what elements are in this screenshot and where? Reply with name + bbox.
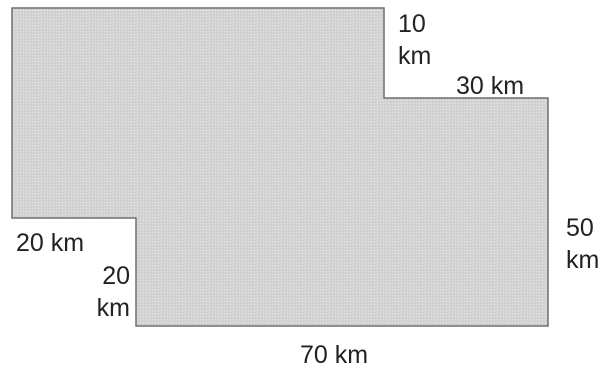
label-top-notch-height-value: 10 [398,10,426,38]
label-bottom-side: 70 km [300,341,369,369]
label-bottom-notch-height-unit: km [96,294,130,322]
label-top-notch-height-unit: km [398,42,432,70]
label-bottom-notch-width: 20 km [16,229,85,257]
label-right-side-unit: km [566,246,600,274]
label-top-notch-width: 30 km [456,72,525,100]
label-right-side: 50 km [566,212,599,276]
label-top-notch-height: 10 km [398,8,431,72]
composite-region-shape [11,7,549,327]
label-bottom-notch-height-value: 20 [102,262,130,290]
label-right-side-value: 50 [566,214,594,242]
label-bottom-notch-height: 20 km [80,260,130,324]
